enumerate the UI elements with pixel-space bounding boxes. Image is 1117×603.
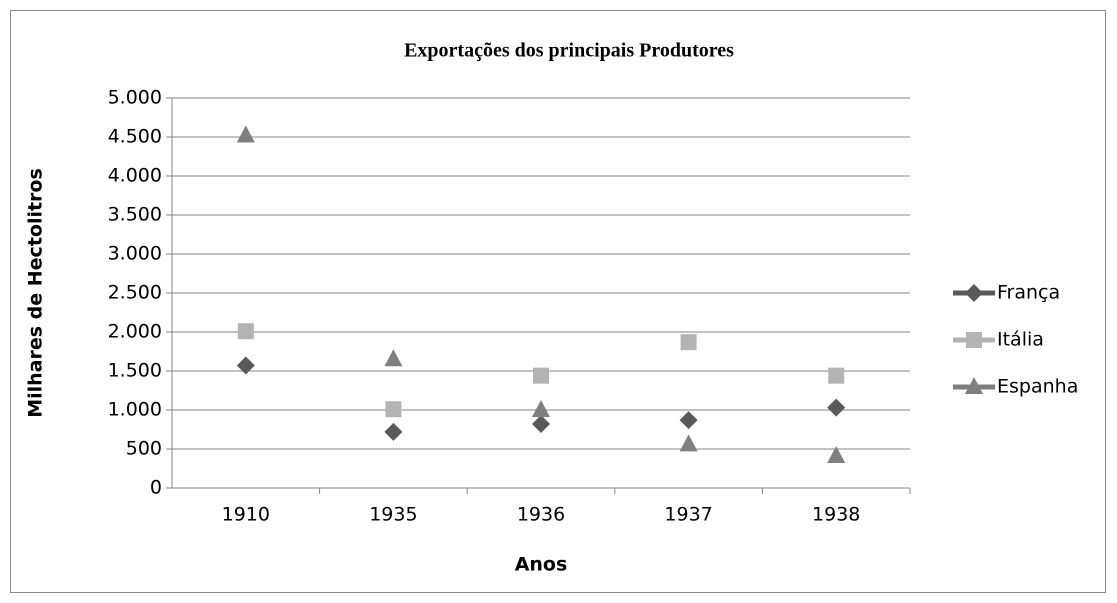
marker	[827, 446, 846, 464]
marker	[679, 411, 698, 430]
marker	[828, 367, 845, 384]
marker	[679, 434, 698, 452]
marker	[532, 400, 550, 417]
marker	[385, 401, 402, 418]
y-axis-title: Milhares de Hectolitros	[25, 168, 47, 418]
x-tick-label: 1935	[369, 504, 417, 526]
x-tick-label: 1937	[664, 504, 712, 526]
marker	[237, 323, 254, 340]
marker	[236, 356, 255, 375]
legend-label: França	[997, 282, 1060, 304]
marker	[965, 284, 983, 302]
chart-frame	[10, 10, 1106, 593]
marker	[532, 415, 550, 434]
marker	[827, 398, 846, 417]
y-tick-label: 4.500	[108, 126, 162, 148]
marker	[236, 125, 255, 143]
y-tick-label: 500	[126, 438, 162, 460]
y-tick-label: 3.000	[108, 243, 162, 265]
legend-label: Espanha	[997, 376, 1078, 398]
y-tick-label: 5.000	[108, 87, 162, 109]
x-tick-label: 1938	[812, 504, 860, 526]
y-tick-label: 3.500	[108, 204, 162, 226]
y-tick-label: 2.000	[108, 321, 162, 343]
marker	[680, 334, 697, 351]
marker	[965, 377, 983, 394]
y-tick-label: 1.500	[108, 360, 162, 382]
x-tick-label: 1910	[222, 504, 270, 526]
chart-title: Exportações dos principais Produtores	[404, 40, 734, 62]
x-tick-label: 1936	[517, 504, 565, 526]
marker	[966, 332, 982, 348]
y-tick-label: 4.000	[108, 165, 162, 187]
marker	[533, 367, 549, 384]
marker	[384, 422, 403, 441]
y-tick-label: 0	[150, 477, 162, 499]
y-tick-label: 2.500	[108, 282, 162, 304]
y-tick-label: 1.000	[108, 399, 162, 421]
x-axis-title: Anos	[515, 554, 568, 576]
marker	[384, 349, 403, 367]
legend-label: Itália	[997, 329, 1044, 351]
